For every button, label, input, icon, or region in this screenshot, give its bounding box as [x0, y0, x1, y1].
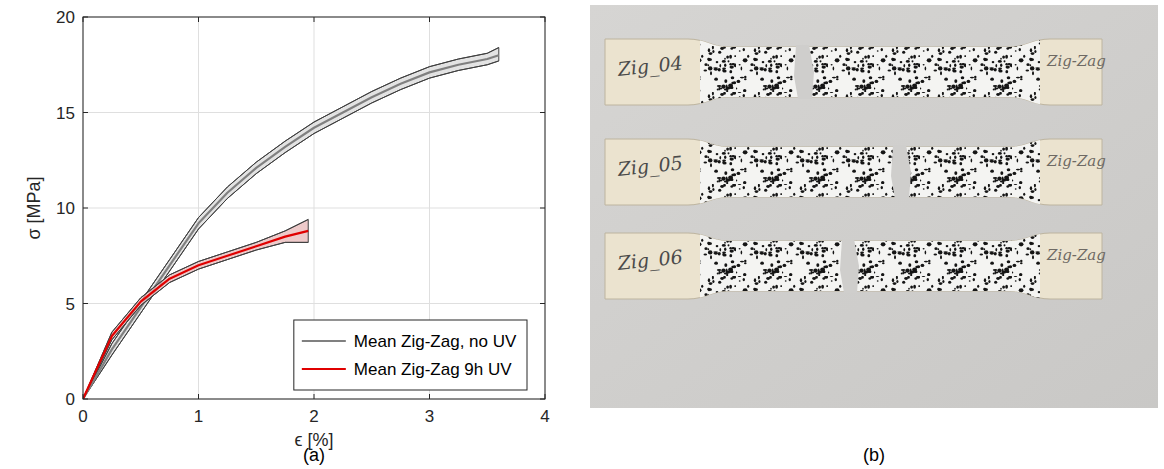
band: [83, 219, 308, 399]
fracture-gap: [794, 45, 814, 99]
specimen-label: Zig_05: [616, 151, 684, 181]
y-tick: [83, 208, 88, 209]
fracture-gap: [840, 239, 859, 293]
band-upper: [83, 219, 308, 399]
x-tick-label: 4: [540, 407, 549, 426]
grid-line-y: [83, 112, 545, 113]
y-tick-label: 15: [56, 104, 75, 123]
specimen-label-right: Zig-Zag: [1046, 152, 1106, 170]
y-tick-label: 20: [56, 8, 75, 27]
x-tick-label: 2: [309, 407, 318, 426]
grid-line-y: [83, 303, 545, 304]
mean-line: [83, 231, 308, 399]
x-tick-top: [314, 17, 315, 22]
x-tick: [314, 394, 315, 399]
x-tick: [429, 394, 430, 399]
legend-box: [294, 320, 527, 390]
specimen-body: [605, 139, 1102, 205]
specimen: Zig_06 Zig-Zag: [605, 233, 1106, 299]
specimen-label-right: Zig-Zag: [1046, 52, 1106, 70]
x-tick-label: 0: [78, 407, 87, 426]
legend-label: Mean Zig-Zag, no UV: [354, 332, 517, 351]
specimen: Zig_05 Zig-Zag: [605, 139, 1106, 205]
fracture-gap: [891, 145, 911, 199]
panel-label: (a): [303, 445, 325, 465]
axes-frame: [83, 17, 545, 399]
panel-label: (b): [863, 445, 885, 465]
x-tick: [83, 394, 84, 399]
y-tick-right: [540, 303, 545, 304]
specimen-body: [605, 233, 1102, 299]
y-tick-right: [540, 399, 545, 400]
y-tick-right: [540, 208, 545, 209]
y-tick-right: [540, 112, 545, 113]
legend-swatch: [302, 340, 346, 342]
x-tick-top: [198, 17, 199, 22]
speckle-area: [700, 233, 1040, 299]
photo-background: [590, 5, 1158, 408]
specimen-label: Zig_06: [616, 245, 684, 275]
y-tick: [83, 399, 88, 400]
grid-line-y: [83, 208, 545, 209]
x-tick-label: 1: [194, 407, 203, 426]
legend-label: Mean Zig-Zag 9h UV: [354, 360, 512, 379]
y-tick-label: 5: [66, 295, 75, 314]
y-tick-right: [540, 17, 545, 18]
plot-background: [83, 17, 545, 399]
y-tick-label: 10: [56, 199, 75, 218]
specimen-label-right: Zig-Zag: [1046, 246, 1106, 264]
speckle-area: [700, 139, 1040, 205]
x-tick: [198, 394, 199, 399]
x-tick-top: [545, 17, 546, 22]
x-tick-top: [83, 17, 84, 22]
y-tick: [83, 17, 88, 18]
y-tick: [83, 112, 88, 113]
x-tick-label: 3: [425, 407, 434, 426]
specimen-body: [605, 39, 1102, 105]
figure: 0123405101520ϵ [%]σ [MPa](a)Mean Zig-Zag…: [0, 0, 1164, 469]
specimen-label: Zig_04: [616, 51, 684, 81]
y-tick: [83, 303, 88, 304]
x-tick-top: [429, 17, 430, 22]
y-tick-label: 0: [66, 390, 75, 409]
legend: Mean Zig-Zag, no UV Mean Zig-Zag 9h UV: [294, 320, 527, 390]
speckle-area: [700, 39, 1040, 105]
specimen: Zig_04 Zig-Zag: [605, 39, 1106, 105]
legend-swatch: [302, 368, 346, 370]
x-tick: [545, 394, 546, 399]
y-axis-title: σ [MPa]: [24, 176, 44, 239]
